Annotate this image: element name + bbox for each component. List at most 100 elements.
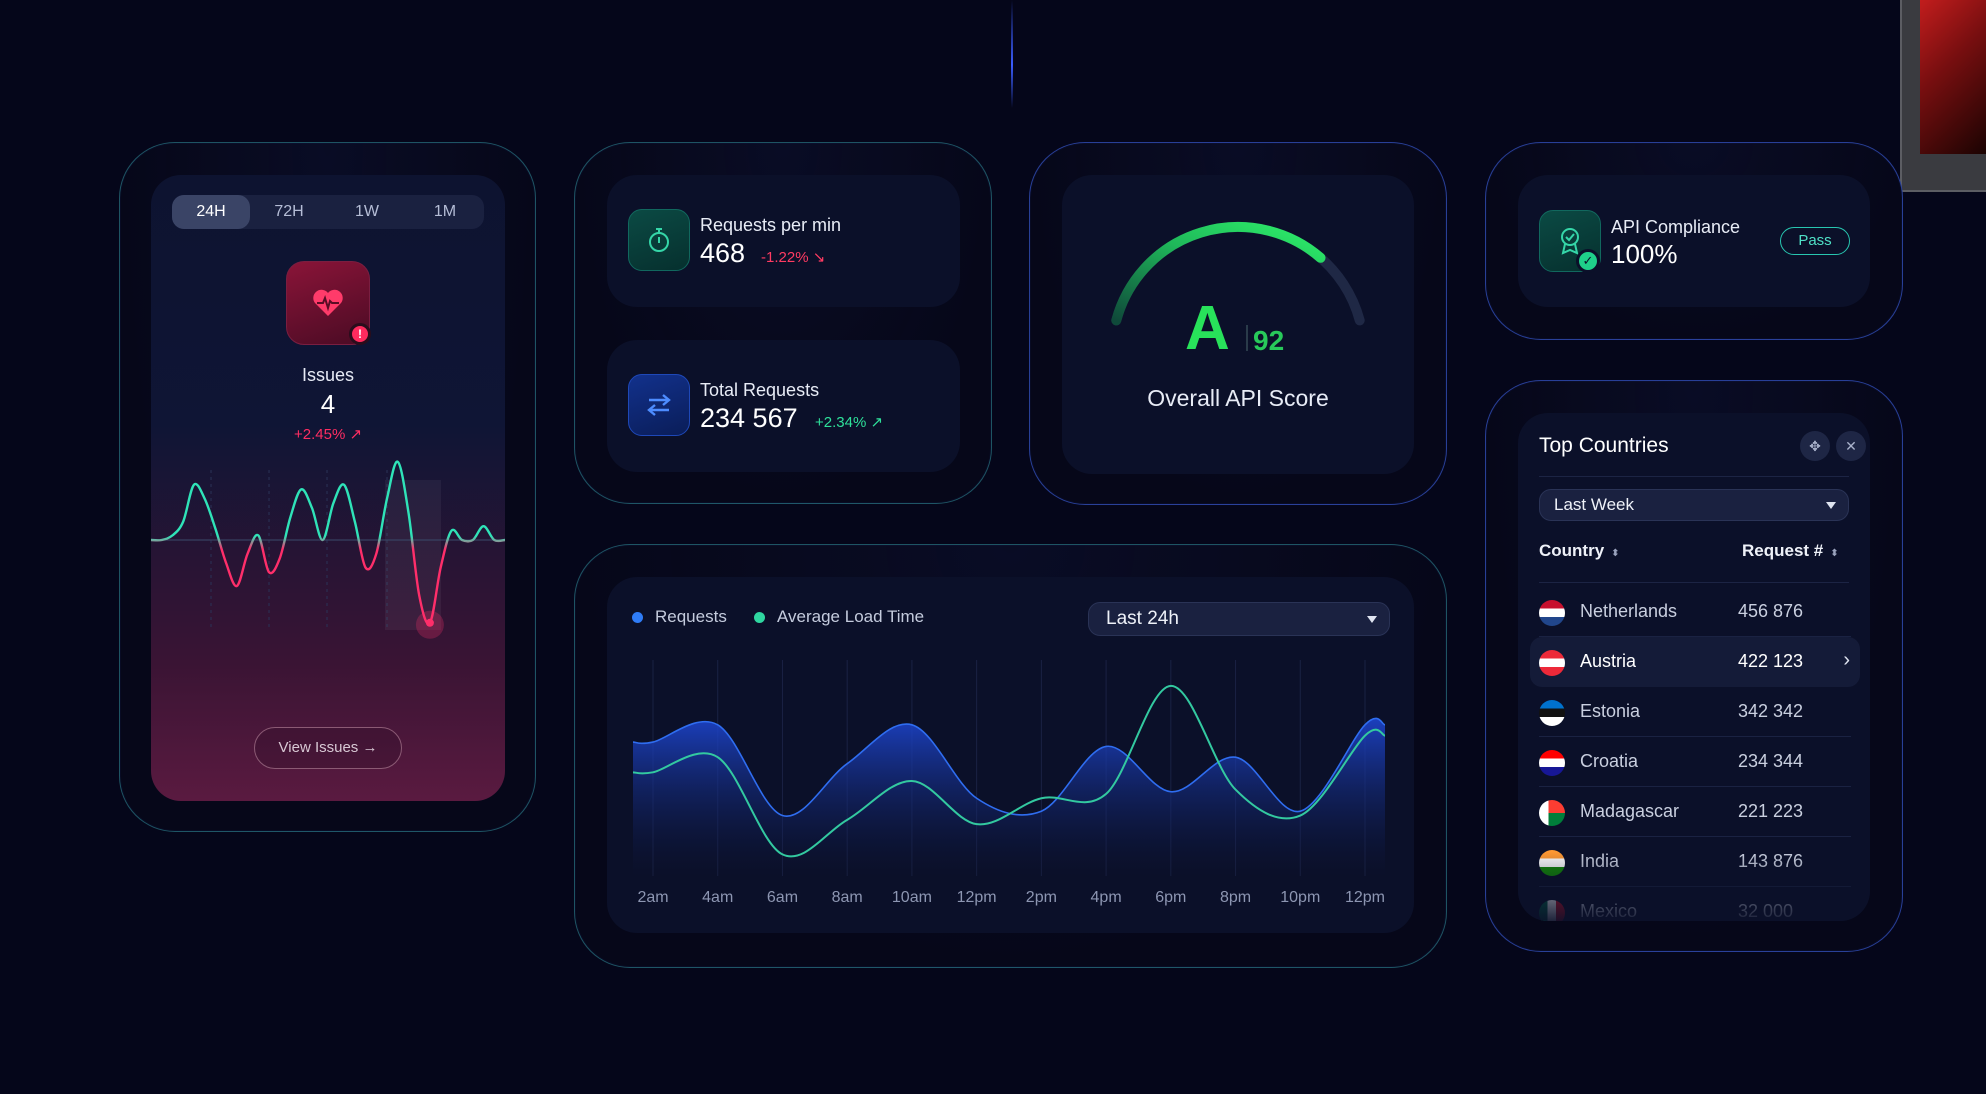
header-divider <box>1539 476 1849 477</box>
country-name: Estonia <box>1580 701 1641 721</box>
row-divider <box>1539 736 1851 737</box>
row-divider <box>1539 836 1851 837</box>
country-requests: 143 876 <box>1738 851 1804 871</box>
flag-icon <box>1539 650 1565 676</box>
move-icon[interactable]: ✥ <box>1800 431 1830 461</box>
x-tick-label: 8am <box>831 889 863 906</box>
x-tick-label: 6am <box>766 889 799 906</box>
x-tick-label: 6pm <box>1155 889 1187 906</box>
traffic-chart-card: Requests Average Load Time Last 24h 2am 4… <box>607 577 1414 933</box>
issues-change: +2.45% ↗ <box>293 426 363 443</box>
wave-line <box>151 460 505 625</box>
timeframe-tabs: 24H 72H 1W 1M <box>172 195 484 229</box>
column-header-country[interactable]: Country ⬍ <box>1539 541 1620 561</box>
countries-title: Top Countries <box>1539 434 1669 457</box>
alert-badge-icon: ! <box>349 323 371 345</box>
total-requests-change: +2.34% ↗ <box>815 414 884 431</box>
view-issues-button[interactable]: View Issues → <box>254 727 402 769</box>
requests-line <box>632 717 1386 817</box>
row-divider <box>1539 786 1851 787</box>
country-requests: 32 000 <box>1738 901 1794 921</box>
score-label: Overall API Score <box>1147 385 1329 411</box>
requests-area <box>633 718 1385 876</box>
flag-icon <box>1539 700 1565 726</box>
x-tick-label: 12pm <box>1344 889 1386 906</box>
score-gauge <box>1111 222 1365 326</box>
requests-per-min-card: Requests per min 468 -1.22% ↘ <box>607 175 960 307</box>
check-icon: ✓ <box>1576 249 1600 273</box>
column-header-requests-label: Request # <box>1742 541 1824 560</box>
status-badge: Pass <box>1780 227 1850 255</box>
table-row[interactable]: India 143 876 <box>1530 837 1860 887</box>
gauge-fill <box>1111 222 1326 326</box>
x-tick-label: 10am <box>891 889 932 906</box>
tab-1m[interactable]: 1M <box>433 203 457 220</box>
sort-icon: ⬍ <box>1611 548 1620 559</box>
row-divider <box>1539 636 1851 637</box>
compliance-label: API Compliance <box>1611 217 1741 237</box>
table-row[interactable]: Netherlands 456 876 <box>1530 587 1860 637</box>
table-row[interactable]: Madagascar 221 223 <box>1530 787 1860 837</box>
traffic-area-chart <box>632 660 1386 876</box>
flag-icon <box>1539 750 1565 776</box>
swap-arrows-icon <box>628 374 690 436</box>
flag-icon <box>1539 600 1565 626</box>
table-row[interactable]: Estonia 342 342 <box>1530 687 1860 737</box>
country-name: Netherlands <box>1580 601 1678 621</box>
compliance-value: 100% <box>1611 239 1678 269</box>
issues-count: 4 <box>320 389 336 419</box>
country-requests: 234 344 <box>1738 751 1804 771</box>
total-requests-card: Total Requests 234 567 +2.34% ↗ <box>607 340 960 472</box>
tab-72h[interactable]: 72H <box>274 203 304 220</box>
legend-dot-load-time <box>754 611 765 623</box>
x-tick-label: 8pm <box>1219 889 1252 906</box>
period-select-value: Last Week <box>1554 495 1635 514</box>
x-tick-label: 12pm <box>956 889 997 906</box>
flag-icon <box>1539 850 1565 876</box>
flag-icon <box>1539 900 1565 921</box>
score-grade: A <box>1185 294 1230 363</box>
score-value: 92 <box>1253 325 1285 356</box>
chevron-down-icon <box>1367 616 1377 623</box>
legend-label-load-time: Average Load Time <box>777 607 925 626</box>
sort-icon: ⬍ <box>1830 548 1839 559</box>
total-requests-value: 234 567 <box>700 403 798 433</box>
table-divider <box>1539 582 1849 583</box>
issues-card: 24H 72H 1W 1M ! Issues 4 +2.45% ↗ View I… <box>151 175 505 801</box>
tab-24h[interactable]: 24H <box>172 195 250 229</box>
legend-dot-requests <box>632 611 643 623</box>
gauge-track <box>1111 222 1365 326</box>
country-requests: 221 223 <box>1738 801 1804 821</box>
table-row[interactable]: Mexico 32 000 <box>1530 887 1860 921</box>
country-requests: 456 876 <box>1738 601 1804 621</box>
country-name: Croatia <box>1580 751 1639 771</box>
x-tick-label: 4pm <box>1090 889 1122 906</box>
color-gradient[interactable] <box>1920 0 1986 154</box>
x-tick-label: 4am <box>702 889 734 906</box>
color-picker-panel[interactable] <box>1900 0 1986 192</box>
table-row[interactable]: Croatia 234 344 <box>1530 737 1860 787</box>
issues-label: Issues <box>301 365 355 385</box>
x-tick-label: 2pm <box>1025 889 1057 906</box>
chevron-down-icon <box>1826 502 1836 509</box>
api-score-card: A 92 Overall API Score <box>1062 175 1414 474</box>
column-header-requests[interactable]: Request # ⬍ <box>1742 541 1839 561</box>
flag-icon <box>1539 800 1565 826</box>
period-select[interactable]: Last Week <box>1539 489 1849 521</box>
chart-period-select[interactable]: Last 24h <box>1088 602 1390 636</box>
table-row[interactable]: Austria 422 123 › <box>1530 637 1860 687</box>
tab-1w[interactable]: 1W <box>355 203 379 220</box>
stopwatch-icon <box>628 209 690 271</box>
close-icon[interactable]: ✕ <box>1836 431 1866 461</box>
rpm-change: -1.22% ↘ <box>761 249 826 266</box>
load-time-line <box>632 684 1386 858</box>
total-requests-label: Total Requests <box>700 380 820 400</box>
wave-marker <box>425 618 434 627</box>
legend-label-requests: Requests <box>655 607 727 626</box>
issues-wave-chart <box>151 460 505 639</box>
legend-load-time: Average Load Time <box>754 607 924 627</box>
api-compliance-card: ✓ API Compliance 100% Pass <box>1518 175 1870 307</box>
country-requests: 422 123 <box>1738 651 1804 671</box>
top-countries-card: Top Countries ✥ ✕ Last Week Country ⬍ Req… <box>1518 413 1870 921</box>
chevron-right-icon[interactable]: › <box>1843 649 1850 671</box>
